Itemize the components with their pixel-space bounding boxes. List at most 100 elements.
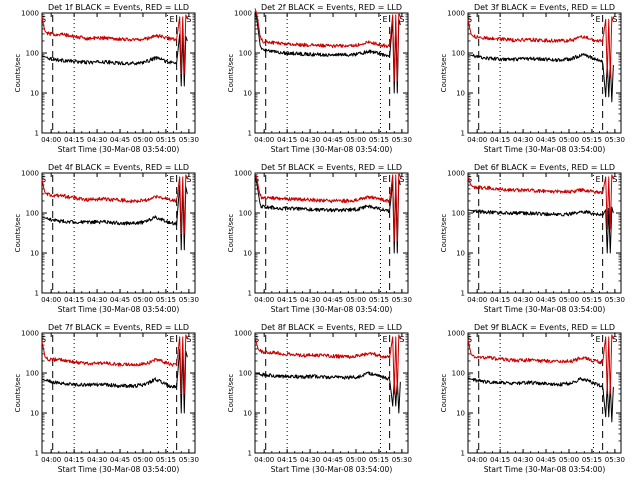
y-tick-label: 1000	[447, 170, 465, 178]
panel-title: Det 4f BLACK = Events, RED = LLD	[48, 163, 189, 172]
y-tick-label: 1000	[21, 170, 39, 178]
x-tick-label: 04:15	[490, 296, 510, 304]
x-axis-label: Start Time (30-Mar-08 03:54:00)	[271, 465, 393, 474]
x-tick-label: 05:30	[392, 296, 412, 304]
event-marker: S	[612, 335, 617, 344]
x-tick-label: 04:30	[513, 456, 533, 464]
x-tick-label: 04:00	[254, 136, 274, 144]
plot-frame	[41, 172, 196, 294]
y-tick-label: 1000	[447, 10, 465, 18]
x-tick-label: 05:15	[369, 456, 389, 464]
event-marker: E	[596, 175, 601, 184]
detector-panel: Det 3f BLACK = Events, RED = LLD 1 10 100 10…	[440, 3, 625, 154]
x-tick-label: 05:15	[369, 136, 389, 144]
x-tick-label: 04:15	[277, 136, 297, 144]
events-series-line	[254, 176, 401, 254]
event-marker: S	[41, 15, 46, 24]
x-tick-label: 04:00	[467, 456, 487, 464]
y-tick-label: 1000	[21, 330, 39, 338]
y-tick-label: 10	[30, 250, 39, 258]
event-marker: S	[467, 175, 472, 184]
x-tick-label: 05:15	[369, 296, 389, 304]
x-tick-label: 04:45	[110, 296, 130, 304]
detector-panel: Det 9f BLACK = Events, RED = LLD 1 10 100 10…	[440, 323, 625, 474]
x-tick-label: 04:00	[467, 296, 487, 304]
event-marker: S	[186, 175, 191, 184]
y-axis-label: Counts/sec	[227, 214, 235, 253]
x-axis-label: Start Time (30-Mar-08 03:54:00)	[58, 465, 180, 474]
x-tick-label: 04:15	[64, 456, 84, 464]
detector-panel: Det 7f BLACK = Events, RED = LLD 1 10 100 10…	[14, 323, 199, 474]
x-tick-label: 04:30	[87, 456, 107, 464]
event-marker: E	[383, 15, 388, 24]
x-tick-label: 05:15	[582, 136, 602, 144]
y-axis-label: Counts/sec	[440, 374, 448, 413]
y-tick-label: 100	[239, 50, 252, 58]
event-marker: E	[170, 175, 175, 184]
panel-title: Det 1f BLACK = Events, RED = LLD	[48, 3, 189, 12]
plot-frame	[467, 332, 622, 454]
x-tick-label: 05:15	[582, 296, 602, 304]
lld-series-line	[254, 172, 401, 242]
event-marker: S	[399, 15, 404, 24]
event-marker: S	[399, 335, 404, 344]
y-tick-label: 1	[461, 290, 465, 298]
x-axis-label: Start Time (30-Mar-08 03:54:00)	[58, 305, 180, 314]
x-tick-label: 05:00	[133, 296, 153, 304]
event-marker: S	[399, 175, 404, 184]
x-tick-label: 05:00	[346, 296, 366, 304]
y-tick-label: 10	[456, 410, 465, 418]
detector-panel: Det 6f BLACK = Events, RED = LLD 1 10 100 10…	[440, 163, 625, 314]
events-series-line	[41, 348, 188, 414]
y-axis-label: Counts/sec	[440, 214, 448, 253]
plot-frame	[467, 172, 622, 294]
y-tick-label: 1	[35, 130, 39, 138]
y-tick-label: 100	[452, 370, 465, 378]
plot-frame	[467, 12, 622, 134]
y-tick-label: 10	[30, 410, 39, 418]
panel-title: Det 8f BLACK = Events, RED = LLD	[261, 323, 402, 332]
x-tick-label: 04:45	[536, 456, 556, 464]
panel-title: Det 7f BLACK = Events, RED = LLD	[48, 323, 189, 332]
event-marker: S	[612, 175, 617, 184]
x-tick-label: 05:00	[559, 456, 579, 464]
panel-title: Det 6f BLACK = Events, RED = LLD	[474, 163, 615, 172]
plot-frame	[254, 12, 409, 134]
events-series-line	[467, 206, 614, 254]
event-marker: S	[41, 335, 46, 344]
event-marker: S	[254, 335, 259, 344]
x-tick-label: 04:45	[536, 136, 556, 144]
panel-title: Det 3f BLACK = Events, RED = LLD	[474, 3, 615, 12]
event-marker: E	[596, 15, 601, 24]
panel-title: Det 9f BLACK = Events, RED = LLD	[474, 323, 615, 332]
y-tick-label: 100	[452, 50, 465, 58]
event-marker: S	[41, 175, 46, 184]
y-tick-label: 1000	[234, 170, 252, 178]
y-tick-label: 100	[239, 210, 252, 218]
events-series-line	[254, 371, 401, 414]
event-marker: E	[383, 335, 388, 344]
x-axis-label: Start Time (30-Mar-08 03:54:00)	[484, 305, 606, 314]
event-marker: S	[186, 15, 191, 24]
plot-frame	[41, 332, 196, 454]
y-tick-label: 100	[26, 50, 39, 58]
detector-panel: Det 2f BLACK = Events, RED = LLD 1 10 100 10…	[227, 3, 412, 154]
x-tick-label: 04:15	[277, 456, 297, 464]
x-tick-label: 05:15	[156, 456, 176, 464]
x-tick-label: 05:15	[156, 136, 176, 144]
events-series-line	[41, 184, 188, 251]
detector-panel: Det 8f BLACK = Events, RED = LLD 1 10 100 10…	[227, 323, 412, 474]
x-tick-label: 04:15	[490, 136, 510, 144]
x-tick-label: 04:45	[323, 456, 343, 464]
events-series-line	[467, 53, 614, 103]
x-tick-label: 04:15	[490, 456, 510, 464]
x-tick-label: 04:30	[513, 296, 533, 304]
lld-series-line	[41, 334, 188, 395]
y-axis-label: Counts/sec	[14, 374, 22, 413]
plot-frame	[254, 172, 409, 294]
x-tick-label: 04:30	[87, 136, 107, 144]
plot-frame	[41, 12, 196, 134]
x-tick-label: 05:00	[559, 136, 579, 144]
y-axis-label: Counts/sec	[440, 54, 448, 93]
